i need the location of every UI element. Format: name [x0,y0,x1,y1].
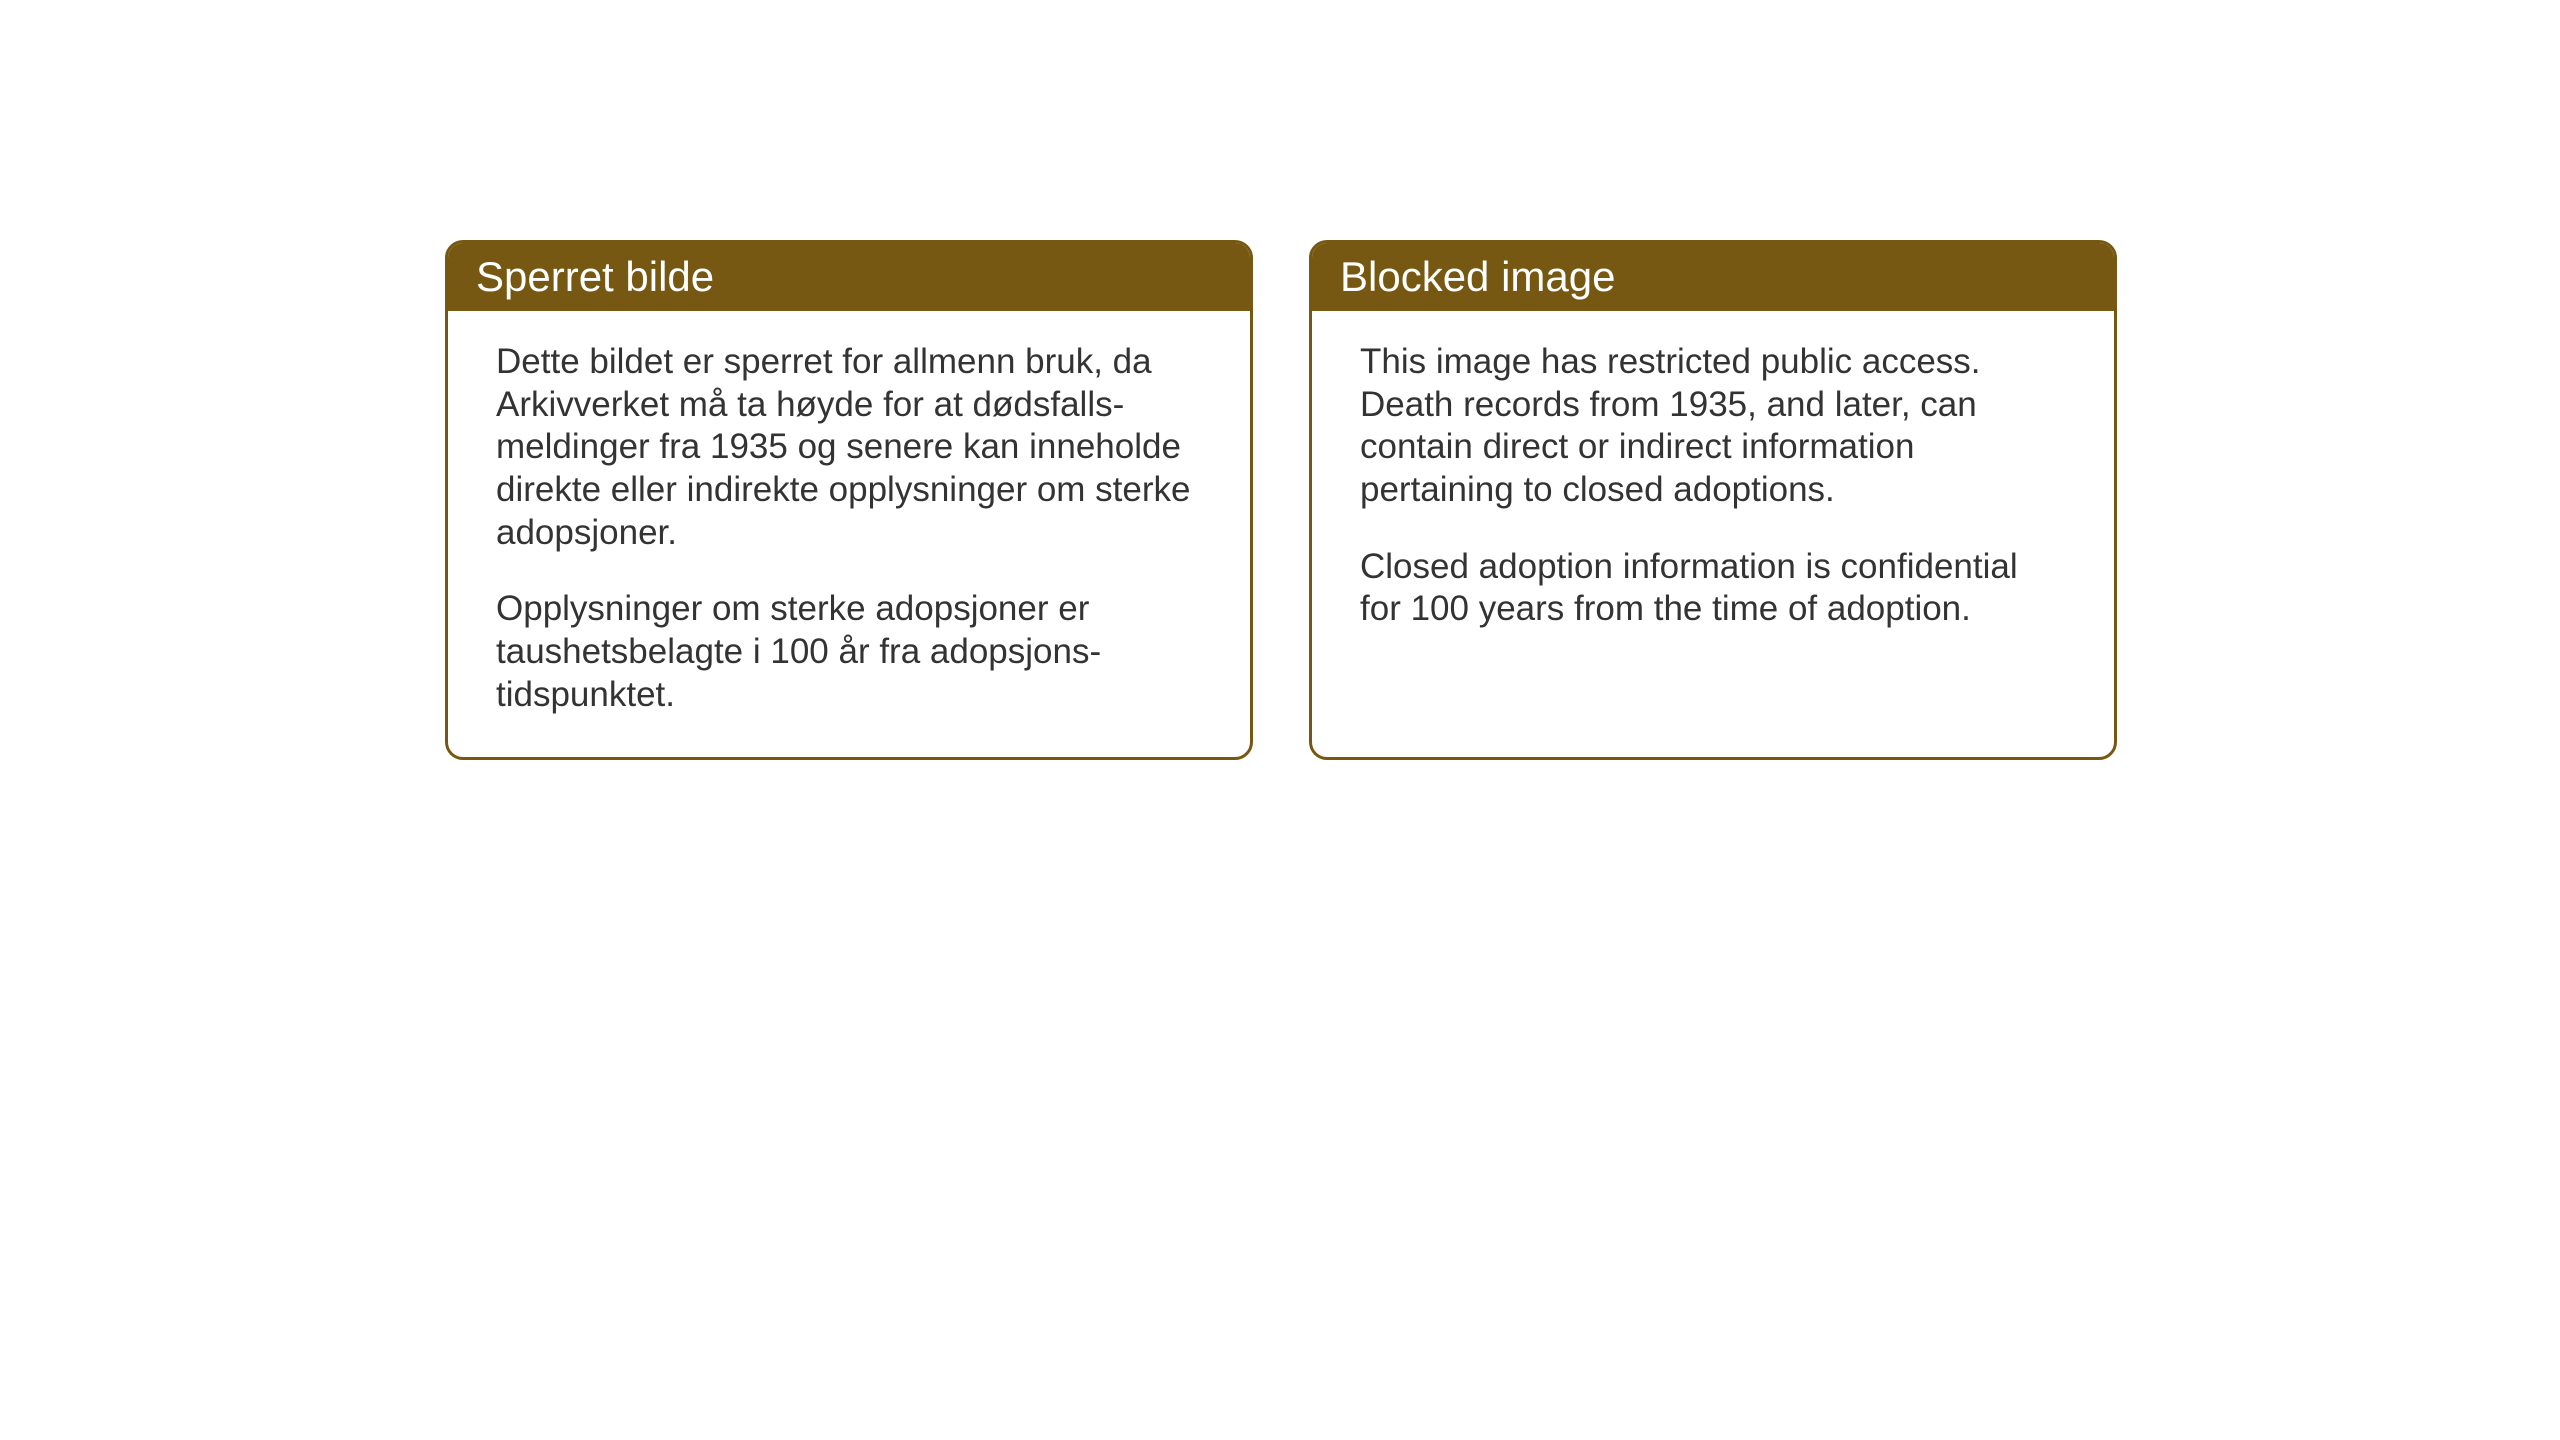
card-header-english: Blocked image [1312,243,2114,311]
card-norwegian: Sperret bilde Dette bildet er sperret fo… [445,240,1253,760]
card-body-norwegian: Dette bildet er sperret for allmenn bruk… [448,311,1250,757]
card-paragraph2-norwegian: Opplysninger om sterke adopsjoner er tau… [496,588,1202,716]
card-title-english: Blocked image [1340,253,1615,300]
card-paragraph1-english: This image has restricted public access.… [1360,341,2066,512]
card-title-norwegian: Sperret bilde [476,253,714,300]
cards-container: Sperret bilde Dette bildet er sperret fo… [445,240,2117,760]
card-body-english: This image has restricted public access.… [1312,311,2114,671]
card-english: Blocked image This image has restricted … [1309,240,2117,760]
card-header-norwegian: Sperret bilde [448,243,1250,311]
card-paragraph1-norwegian: Dette bildet er sperret for allmenn bruk… [496,341,1202,554]
card-paragraph2-english: Closed adoption information is confident… [1360,546,2066,631]
